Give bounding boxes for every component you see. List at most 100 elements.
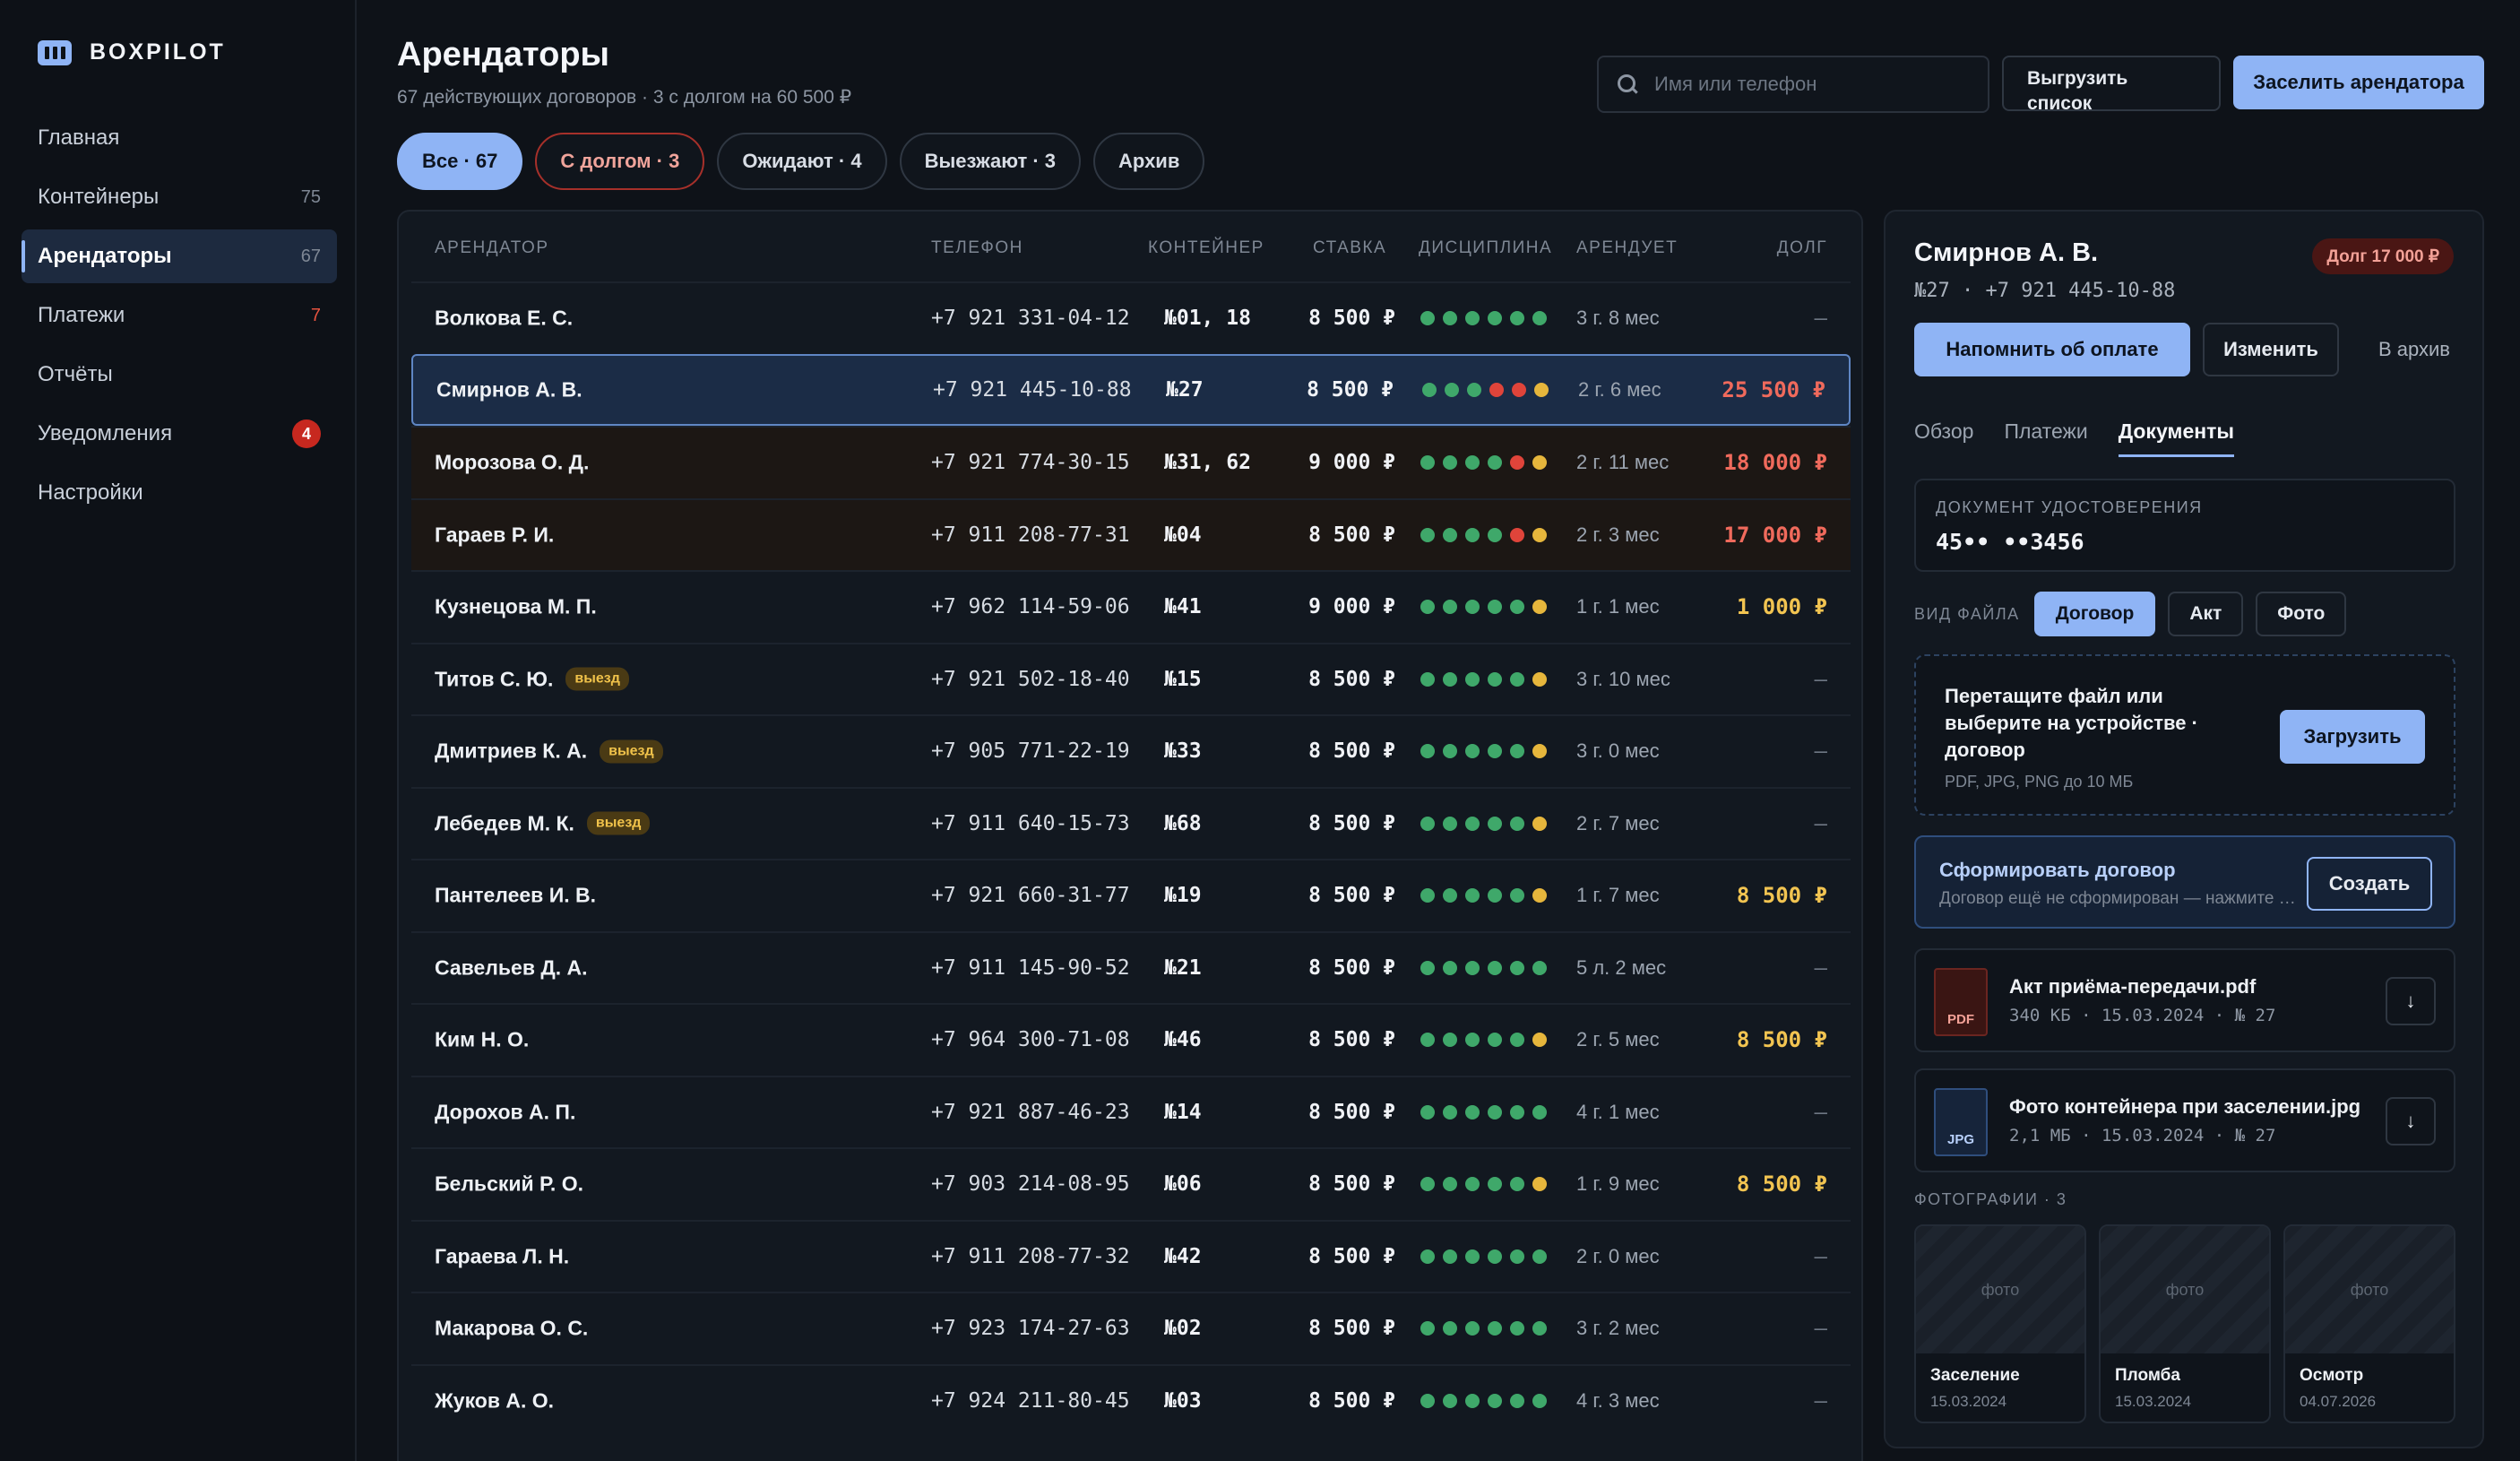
export-list-button[interactable]: Выгрузить список bbox=[2002, 56, 2221, 114]
rent-duration-cell: 5 л. 2 мес bbox=[1576, 955, 1667, 979]
file-type-act[interactable]: Акт bbox=[2168, 592, 2244, 636]
discipline-dot bbox=[1532, 888, 1547, 903]
archive-button[interactable]: В архив bbox=[2378, 338, 2450, 360]
debt-cell: 18 000 ₽ bbox=[1723, 450, 1827, 476]
column-header-debt[interactable]: ДОЛГ bbox=[1776, 238, 1827, 257]
sidebar-item-settings[interactable]: Настройки bbox=[22, 466, 337, 520]
file-type-photo[interactable]: Фото bbox=[2256, 592, 2347, 636]
rent-duration-cell: 4 г. 1 мес bbox=[1576, 1100, 1660, 1123]
table-row[interactable]: Ким Н. О. +7 964 300-71-08 №46 8 500 ₽ 2 г. … bbox=[411, 1003, 1851, 1076]
phone-cell: +7 905 771-22-19 bbox=[931, 739, 1130, 764]
column-header-discipline[interactable]: ДИСЦИПЛИНА bbox=[1419, 238, 1553, 257]
table-row[interactable]: Бельский Р. О. +7 903 214-08-95 №06 8 500 ₽… bbox=[411, 1147, 1851, 1220]
photo-card[interactable]: фото Осмотр 04.07.2026 bbox=[2283, 1224, 2455, 1423]
file-dropzone[interactable]: Перетащите файл или выберите на устройст… bbox=[1914, 654, 2455, 816]
sidebar-item-count: 7 bbox=[310, 305, 321, 325]
table-row[interactable]: Дорохов А. П. +7 921 887-46-23 №14 8 500 ₽ 4… bbox=[411, 1075, 1851, 1148]
discipline-dot bbox=[1510, 1104, 1524, 1120]
column-header-phone[interactable]: ТЕЛЕФОН bbox=[931, 238, 1023, 257]
table-row[interactable]: Гараев Р. И. +7 911 208-77-31 №04 8 500 ₽ 2 … bbox=[411, 497, 1851, 570]
column-header-rate[interactable]: СТАВКА bbox=[1313, 238, 1387, 257]
create-contract-button[interactable]: Создать bbox=[2307, 857, 2432, 911]
table-row[interactable]: Дмитриев К. А. выезд +7 905 771-22-19 №33 8 … bbox=[411, 714, 1851, 787]
debt-cell: — bbox=[1814, 739, 1827, 765]
tab-payments[interactable]: Платежи bbox=[2004, 419, 2088, 443]
sidebar-item-payments[interactable]: Платежи 7 bbox=[22, 289, 337, 342]
discipline-dot bbox=[1465, 311, 1480, 326]
discipline-dot bbox=[1532, 1033, 1547, 1048]
table-row[interactable]: Жуков А. О. +7 924 211-80-45 №03 8 500 ₽ 4 г… bbox=[411, 1363, 1851, 1437]
brand[interactable]: BOXPILOT bbox=[38, 39, 226, 65]
sidebar-item-label: Отчёты bbox=[38, 362, 113, 386]
discipline-dot bbox=[1488, 527, 1502, 542]
discipline-cell bbox=[1420, 744, 1547, 759]
filter-all[interactable]: Все · 67 bbox=[397, 133, 523, 190]
rent-duration-cell: 4 г. 3 мес bbox=[1576, 1388, 1660, 1412]
add-tenant-button[interactable]: Заселить арендатора bbox=[2233, 56, 2484, 109]
phone-cell: +7 924 211-80-45 bbox=[931, 1388, 1130, 1413]
discipline-cell bbox=[1420, 816, 1547, 831]
rate-cell: 8 500 ₽ bbox=[1308, 1172, 1395, 1197]
table-row[interactable]: Пантелеев И. В. +7 921 660-31-77 №19 8 500 … bbox=[411, 859, 1851, 931]
photo-date: 15.03.2024 bbox=[1930, 1393, 2007, 1410]
tab-overview[interactable]: Обзор bbox=[1914, 419, 1974, 443]
column-header-tenant[interactable]: АРЕНДАТОР bbox=[435, 238, 549, 257]
upload-button[interactable]: Загрузить bbox=[2280, 710, 2425, 764]
search-box[interactable] bbox=[1597, 56, 1989, 113]
tenant-name-cell: Лебедев М. К. выезд bbox=[435, 811, 651, 835]
discipline-dot bbox=[1420, 455, 1435, 471]
edit-button[interactable]: Изменить bbox=[2203, 323, 2339, 376]
discipline-dot bbox=[1488, 1177, 1502, 1192]
table-row[interactable]: Кузнецова М. П. +7 962 114-59-06 №41 9 000 … bbox=[411, 570, 1851, 643]
sidebar-item-containers[interactable]: Контейнеры 75 bbox=[22, 170, 337, 224]
table-row[interactable]: Смирнов А. В. +7 921 445-10-88 №27 8 500 ₽ 2… bbox=[411, 353, 1851, 426]
file-type-contract[interactable]: Договор bbox=[2033, 592, 2156, 636]
table-row[interactable]: Лебедев М. К. выезд +7 911 640-15-73 №68 8 5… bbox=[411, 786, 1851, 860]
download-icon[interactable]: ↓ bbox=[2386, 977, 2436, 1025]
discipline-dot bbox=[1445, 382, 1459, 397]
sidebar-item-label: Настройки bbox=[38, 480, 143, 505]
filter-debt[interactable]: С долгом · 3 bbox=[535, 133, 705, 190]
rate-cell: 8 500 ₽ bbox=[1308, 1388, 1395, 1413]
container-cell: №21 bbox=[1164, 955, 1202, 980]
sidebar-item-reports[interactable]: Отчёты bbox=[22, 348, 337, 402]
tenant-name-cell: Макарова О. С. bbox=[435, 1317, 588, 1341]
leaving-badge: выезд bbox=[586, 811, 651, 835]
container-cell: №42 bbox=[1164, 1244, 1202, 1268]
document-file[interactable]: JPG Фото контейнера при заселении.jpg 2,… bbox=[1914, 1068, 2455, 1172]
table-row[interactable]: Макарова О. С. +7 923 174-27-63 №02 8 500 ₽… bbox=[411, 1292, 1851, 1364]
download-icon[interactable]: ↓ bbox=[2386, 1097, 2436, 1145]
photo-card[interactable]: фото Пломба 15.03.2024 bbox=[2099, 1224, 2271, 1423]
filter-waiting[interactable]: Ожидают · 4 bbox=[717, 133, 887, 190]
discipline-dot bbox=[1532, 311, 1547, 326]
discipline-dot bbox=[1489, 382, 1504, 397]
filter-archive[interactable]: Архив bbox=[1093, 133, 1205, 190]
table-row[interactable]: Волкова Е. С. +7 921 331-04-12 №01, 18 8 50… bbox=[411, 281, 1851, 354]
column-header-rent[interactable]: АРЕНДУЕТ bbox=[1576, 238, 1679, 257]
rent-duration-cell: 2 г. 0 мес bbox=[1576, 1244, 1660, 1267]
debt-cell: — bbox=[1814, 1316, 1827, 1342]
table-row[interactable]: Савельев Д. А. +7 911 145-90-52 №21 8 500 ₽… bbox=[411, 930, 1851, 1004]
sidebar-item-label: Уведомления bbox=[38, 421, 173, 445]
sidebar-item-notifications[interactable]: Уведомления 4 bbox=[22, 407, 337, 461]
debt-cell: — bbox=[1814, 666, 1827, 692]
search-input[interactable] bbox=[1654, 73, 1977, 96]
table-row[interactable]: Титов С. Ю. выезд +7 921 502-18-40 №15 8 500… bbox=[411, 642, 1851, 715]
remind-payment-button[interactable]: Напомнить об оплате bbox=[1914, 323, 2190, 376]
column-header-container[interactable]: КОНТЕЙНЕР bbox=[1148, 238, 1264, 257]
phone-cell: +7 921 502-18-40 bbox=[931, 667, 1130, 691]
sidebar-item-tenants[interactable]: Арендаторы 67 bbox=[22, 229, 337, 283]
container-cell: №19 bbox=[1164, 884, 1202, 908]
tab-documents[interactable]: Документы bbox=[2118, 419, 2235, 457]
discipline-dot bbox=[1420, 888, 1435, 903]
table-row[interactable]: Гараева Л. Н. +7 911 208-77-32 №42 8 500 ₽ 2… bbox=[411, 1219, 1851, 1292]
document-file[interactable]: PDF Акт приёма-передачи.pdf 340 КБ · 15.… bbox=[1914, 948, 2455, 1052]
discipline-dot bbox=[1443, 1033, 1457, 1048]
phone-cell: +7 921 660-31-77 bbox=[931, 884, 1130, 908]
sidebar-item-home[interactable]: Главная bbox=[22, 111, 337, 165]
discipline-dot bbox=[1488, 888, 1502, 903]
filter-leaving[interactable]: Выезжают · 3 bbox=[899, 133, 1082, 190]
photo-card[interactable]: фото Заселение 15.03.2024 bbox=[1914, 1224, 2086, 1423]
tenant-name-cell: Савельев Д. А. bbox=[435, 955, 588, 980]
table-row[interactable]: Морозова О. Д. +7 921 774-30-15 №31, 62 9 0… bbox=[411, 426, 1851, 498]
